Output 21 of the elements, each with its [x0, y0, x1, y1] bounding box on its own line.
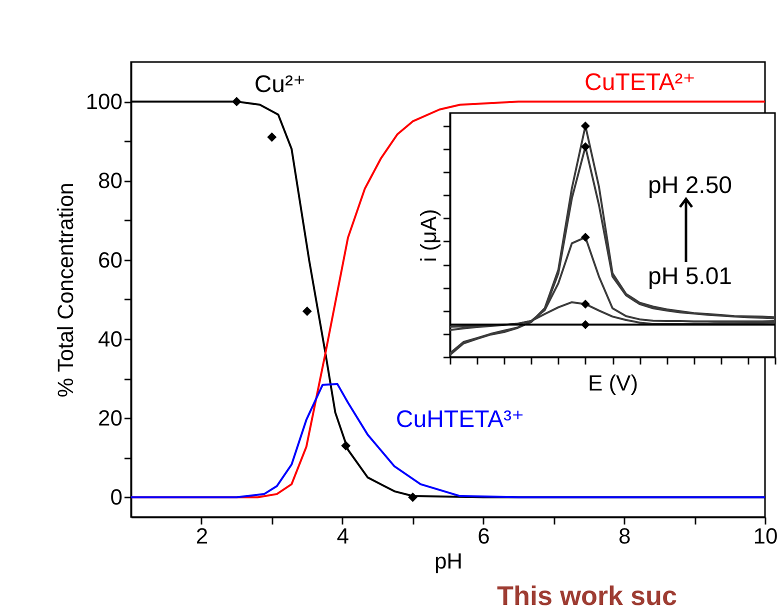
x-tick-label: 6	[478, 524, 490, 548]
x-tick-label: 8	[618, 524, 631, 548]
y-tick-label: 40	[98, 326, 122, 352]
y-tick-label: 20	[98, 406, 122, 431]
series-label: Cu²⁺	[254, 71, 306, 98]
y-tick-label: 100	[86, 89, 122, 114]
x-axis-title: pH	[434, 548, 463, 574]
y-tick-label: 0	[110, 484, 122, 510]
y-axis-title: i (μA)	[416, 208, 441, 262]
x-tick-label: 10	[753, 524, 778, 548]
x-axis-title: E (V)	[588, 370, 638, 396]
annotation: pH 2.50	[648, 172, 732, 199]
x-tick-label: 4	[336, 524, 349, 548]
y-tick-label: 80	[98, 168, 122, 194]
series-label: CuHTETA³⁺	[396, 406, 524, 433]
annotation: pH 5.01	[648, 263, 732, 290]
y-axis-title: % Total Concentration	[52, 182, 78, 398]
text: This work suc	[497, 581, 678, 611]
series-label: CuTETA²⁺	[584, 69, 696, 96]
x-tick-label: 2	[196, 524, 208, 548]
y-tick-label: 60	[98, 247, 122, 272]
